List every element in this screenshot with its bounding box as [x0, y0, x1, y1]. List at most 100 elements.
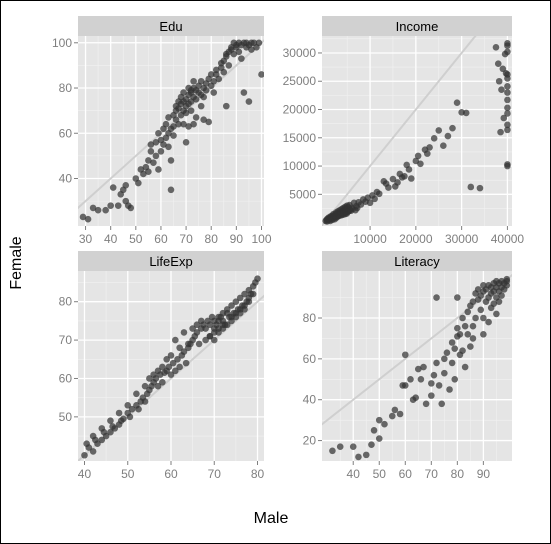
data-point: [389, 175, 397, 183]
x-tick-label: 80: [205, 232, 219, 246]
x-tick-label: 90: [477, 467, 491, 481]
data-point: [98, 425, 106, 432]
data-point: [503, 275, 511, 283]
data-point: [223, 309, 231, 317]
data-point: [441, 355, 448, 363]
data-point: [456, 331, 464, 338]
data-point: [462, 109, 470, 117]
data-point: [238, 55, 245, 62]
data-point: [228, 302, 235, 309]
data-point: [85, 444, 93, 451]
data-point: [417, 160, 424, 168]
y-tick-label: 80: [303, 311, 317, 325]
x-tick-label: 70: [208, 467, 222, 481]
facet-title: LifeExp: [149, 254, 192, 269]
data-point: [438, 400, 446, 408]
data-point: [89, 204, 97, 212]
data-point: [504, 40, 511, 47]
data-point: [170, 123, 177, 130]
y-axis-title: Female: [8, 236, 25, 289]
x-tick-label: 60: [164, 467, 178, 481]
data-point: [375, 190, 383, 198]
data-point: [193, 329, 201, 336]
data-point: [467, 183, 475, 191]
data-point: [451, 375, 459, 383]
data-point: [165, 363, 173, 371]
x-axis-title: Male: [254, 510, 289, 527]
data-point: [197, 317, 205, 325]
data-point: [202, 325, 209, 332]
data-point: [495, 298, 503, 305]
data-point: [375, 416, 383, 424]
facet-strip: [78, 251, 264, 271]
data-point: [467, 343, 474, 350]
data-point: [236, 294, 244, 302]
y-tick-label: 10000: [283, 159, 317, 173]
data-point: [370, 427, 378, 434]
data-point: [433, 294, 440, 301]
x-tick-label: 80: [451, 467, 465, 481]
data-point: [215, 75, 223, 83]
facet-title: Literacy: [394, 254, 440, 269]
data-point: [159, 379, 166, 386]
data-point: [107, 202, 114, 209]
data-point: [128, 405, 136, 413]
data-point: [176, 344, 183, 352]
data-point: [388, 412, 396, 420]
y-tick-label: 25000: [283, 74, 317, 88]
data-point: [407, 375, 414, 383]
data-point: [245, 294, 253, 302]
data-point: [210, 317, 218, 325]
data-point: [422, 400, 430, 408]
data-point: [446, 386, 453, 393]
facet-title: Edu: [159, 19, 182, 34]
data-point: [197, 102, 205, 110]
data-point: [228, 317, 235, 325]
data-point: [172, 336, 179, 344]
data-point: [407, 175, 415, 182]
data-point: [485, 318, 492, 326]
data-point: [235, 48, 243, 56]
data-point: [492, 44, 500, 51]
data-point: [154, 367, 162, 375]
x-tick-label: 50: [373, 467, 387, 481]
data-point: [89, 432, 97, 440]
data-point: [241, 306, 248, 313]
facet-panel-literacy: Literacy 40 50 60 70 80 90 20 40 60 80: [303, 251, 512, 481]
data-point: [206, 332, 214, 340]
data-point: [215, 329, 222, 336]
data-point: [443, 349, 451, 357]
data-point: [180, 120, 187, 128]
data-point: [414, 152, 422, 160]
data-point: [254, 275, 261, 282]
data-point: [167, 352, 175, 359]
data-point: [396, 410, 404, 418]
y-tick-label: 20000: [283, 103, 317, 117]
data-point: [417, 375, 425, 383]
y-tick-label: 50: [59, 410, 73, 424]
data-point: [174, 355, 181, 363]
y-tick-label: 15000: [283, 131, 317, 145]
data-point: [504, 104, 511, 112]
data-point: [152, 152, 160, 160]
data-point: [415, 365, 422, 373]
data-point: [258, 71, 264, 78]
data-point: [202, 336, 209, 344]
data-point: [222, 102, 230, 110]
data-point: [504, 89, 511, 96]
data-point: [167, 186, 175, 194]
data-point: [169, 359, 177, 367]
data-point: [371, 195, 378, 203]
data-point: [441, 369, 448, 377]
data-point: [504, 75, 511, 82]
data-point: [464, 308, 472, 316]
data-point: [200, 116, 207, 123]
facet-strip: [78, 16, 264, 36]
x-tick-label: 50: [121, 467, 135, 481]
panel-content: [322, 271, 512, 461]
data-point: [147, 148, 155, 155]
data-point: [440, 142, 447, 150]
x-tick-label: 90: [230, 232, 244, 246]
